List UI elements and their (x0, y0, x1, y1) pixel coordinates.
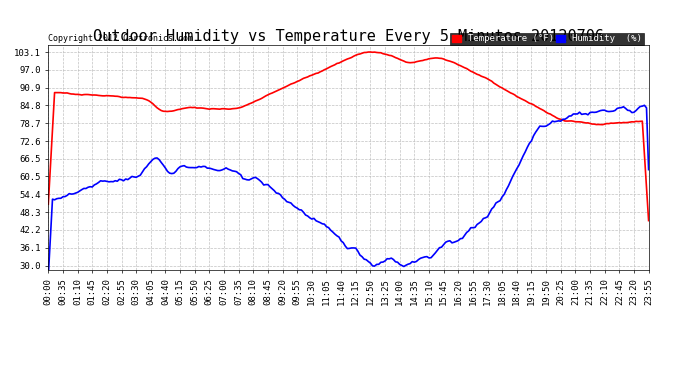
Legend: Temperature (°F), Humidity  (%): Temperature (°F), Humidity (%) (451, 33, 644, 45)
Text: Copyright 2012 Cartronics.com: Copyright 2012 Cartronics.com (48, 34, 193, 43)
Title: Outdoor Humidity vs Temperature Every 5 Minutes 20120706: Outdoor Humidity vs Temperature Every 5 … (93, 29, 604, 44)
